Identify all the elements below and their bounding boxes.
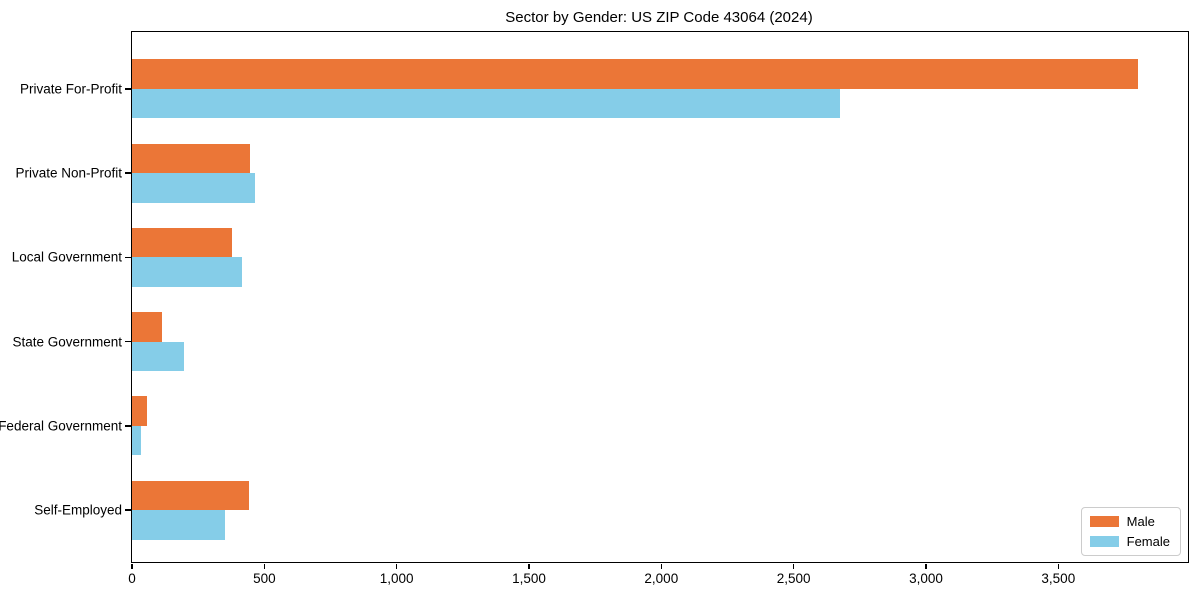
- y-tick-label: Private For-Profit: [19, 81, 122, 97]
- x-tick-mark: [792, 563, 795, 569]
- x-tick-mark: [131, 563, 133, 569]
- bar-male-5: [132, 480, 250, 511]
- bar-female-3: [132, 341, 185, 372]
- y-tick-label: Local Government: [11, 249, 122, 265]
- legend-item-male: Male: [1089, 514, 1170, 529]
- x-tick-label: 3,500: [1041, 571, 1076, 586]
- bar-female-5: [132, 510, 226, 540]
- male-swatch-icon: [1089, 516, 1119, 527]
- y-tick-label: Federal Government: [0, 418, 122, 434]
- x-tick-mark: [660, 563, 663, 569]
- x-tick-label: 2,500: [776, 571, 811, 586]
- female-swatch-icon: [1089, 536, 1119, 547]
- x-tick-mark: [925, 563, 927, 569]
- bar-male-2: [132, 227, 233, 258]
- x-tick-mark: [395, 563, 398, 569]
- legend-label-female: Female: [1126, 534, 1170, 549]
- bar-female-2: [132, 257, 243, 287]
- chart-title: Sector by Gender: US ZIP Code 43064 (202…: [505, 9, 813, 26]
- bar-male-1: [132, 143, 250, 174]
- y-tick-mark: [124, 256, 131, 259]
- y-tick-label: Private Non-Profit: [15, 165, 122, 181]
- y-tick-label: State Government: [12, 334, 122, 350]
- x-tick-mark: [263, 563, 266, 569]
- y-tick-mark: [124, 172, 131, 174]
- x-tick-label: 0: [128, 571, 136, 586]
- y-tick-mark: [124, 340, 131, 343]
- x-tick-label: 2,000: [644, 571, 679, 586]
- y-tick-label: Self-Employed: [34, 502, 122, 518]
- x-tick-label: 1,000: [379, 571, 414, 586]
- x-tick-mark: [528, 563, 530, 569]
- legend: Male Female: [1080, 507, 1181, 556]
- bar-female-4: [132, 425, 141, 456]
- y-tick-mark: [124, 509, 131, 511]
- x-tick-mark: [1057, 563, 1060, 569]
- y-tick-mark: [124, 425, 131, 427]
- y-tick-mark: [124, 88, 131, 90]
- legend-item-female: Female: [1089, 534, 1170, 549]
- bar-male-3: [132, 312, 163, 342]
- bar-male-0: [132, 59, 1138, 89]
- bar-male-4: [132, 396, 148, 426]
- legend-label-male: Male: [1126, 514, 1155, 529]
- x-tick-label: 1,500: [512, 571, 546, 586]
- x-tick-label: 3,000: [909, 571, 943, 586]
- plot-area: Private For-Profit Private Non-Profit Loca…: [0, 31, 1189, 586]
- x-tick-label: 500: [253, 571, 276, 586]
- bar-female-0: [132, 88, 840, 119]
- bar-female-1: [132, 173, 256, 203]
